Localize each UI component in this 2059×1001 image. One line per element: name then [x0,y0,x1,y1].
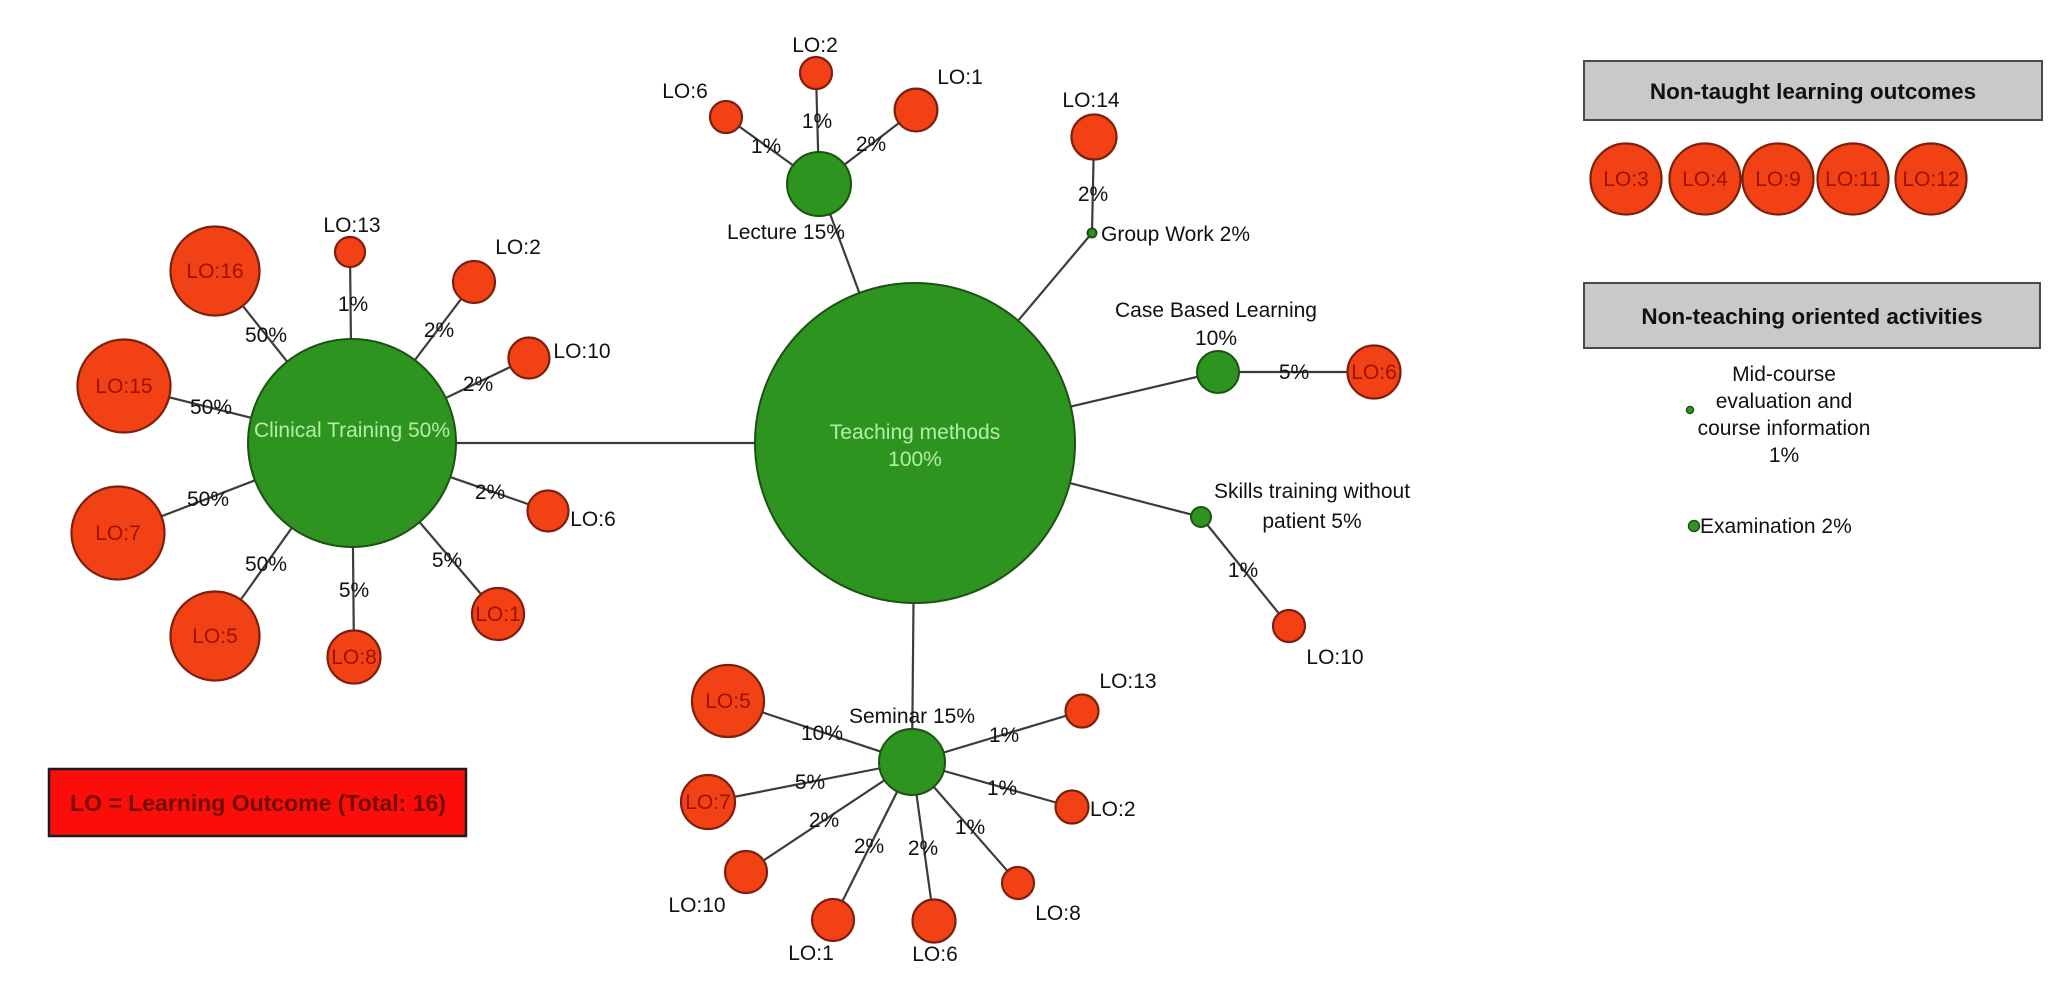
svg-text:5%: 5% [432,549,462,572]
svg-text:2%: 2% [908,837,938,860]
svg-text:2%: 2% [463,373,493,396]
svg-text:2%: 2% [856,133,886,156]
svg-text:5%: 5% [795,771,825,794]
svg-text:LO:16: LO:16 [186,260,243,283]
svg-text:LO:2: LO:2 [1090,798,1136,821]
svg-text:Seminar 15%: Seminar 15% [849,705,975,728]
svg-text:LO:10: LO:10 [668,894,725,917]
svg-text:100%: 100% [888,448,942,471]
svg-text:LO:5: LO:5 [705,690,751,713]
svg-text:50%: 50% [245,553,287,576]
svg-text:LO:6: LO:6 [912,943,958,966]
svg-text:LO:2: LO:2 [792,34,838,57]
svg-text:LO:15: LO:15 [95,375,152,398]
svg-text:LO:1: LO:1 [475,603,521,626]
svg-text:1%: 1% [1769,444,1799,467]
svg-text:10%: 10% [1195,327,1237,350]
svg-text:2%: 2% [475,481,505,504]
svg-text:2%: 2% [809,809,839,832]
svg-text:evaluation and: evaluation and [1716,390,1853,413]
svg-text:course information: course information [1698,417,1871,440]
svg-text:Case Based Learning: Case Based Learning [1115,299,1317,322]
svg-text:LO:13: LO:13 [1099,670,1156,693]
svg-text:LO:10: LO:10 [1306,646,1363,669]
svg-text:50%: 50% [187,488,229,511]
svg-text:5%: 5% [339,579,369,602]
svg-text:2%: 2% [424,319,454,342]
svg-text:LO:3: LO:3 [1603,168,1649,191]
svg-text:LO:11: LO:11 [1825,168,1881,191]
svg-text:2%: 2% [854,835,884,858]
svg-text:1%: 1% [1228,559,1258,582]
svg-text:50%: 50% [245,324,287,347]
svg-text:Non-taught learning outcomes: Non-taught learning outcomes [1650,79,1976,104]
svg-text:LO:6: LO:6 [662,80,708,103]
svg-text:LO:6: LO:6 [1351,361,1397,384]
svg-text:Mid-course: Mid-course [1732,363,1836,386]
svg-text:1%: 1% [338,293,368,316]
svg-text:2%: 2% [1078,183,1108,206]
svg-text:LO:6: LO:6 [570,508,616,531]
svg-text:LO:5: LO:5 [192,625,238,648]
svg-text:LO = Learning Outcome (Total:: LO = Learning Outcome (Total: 16) [70,790,446,816]
svg-text:LO:4: LO:4 [1682,168,1728,191]
svg-text:LO:8: LO:8 [331,646,377,669]
svg-text:1%: 1% [802,110,832,133]
svg-text:Lecture 15%: Lecture 15% [727,221,845,244]
svg-text:10%: 10% [801,722,843,745]
svg-text:LO:1: LO:1 [788,942,834,965]
svg-text:patient 5%: patient 5% [1262,510,1361,533]
svg-text:Skills training without: Skills training without [1214,480,1410,503]
svg-text:1%: 1% [989,724,1019,747]
svg-text:Non-teaching oriented activiti: Non-teaching oriented activities [1641,304,1982,329]
svg-text:LO:2: LO:2 [495,236,541,259]
svg-text:LO:8: LO:8 [1035,902,1081,925]
svg-text:LO:9: LO:9 [1755,168,1801,191]
svg-text:LO:12: LO:12 [1902,168,1959,191]
svg-text:LO:13: LO:13 [323,214,380,237]
svg-text:LO:7: LO:7 [685,791,731,814]
svg-text:1%: 1% [751,135,781,158]
svg-text:Clinical Training 50%: Clinical Training 50% [254,419,450,442]
svg-text:Examination 2%: Examination 2% [1700,515,1852,538]
svg-text:Teaching methods: Teaching methods [830,421,1000,444]
svg-text:50%: 50% [190,396,232,419]
svg-text:Group Work 2%: Group Work 2% [1101,223,1250,246]
svg-text:LO:7: LO:7 [95,522,141,545]
svg-text:5%: 5% [1279,361,1309,384]
svg-text:1%: 1% [955,816,985,839]
svg-text:LO:14: LO:14 [1062,89,1120,112]
svg-text:LO:1: LO:1 [937,66,983,89]
svg-text:LO:10: LO:10 [553,340,610,363]
svg-text:1%: 1% [987,777,1017,800]
